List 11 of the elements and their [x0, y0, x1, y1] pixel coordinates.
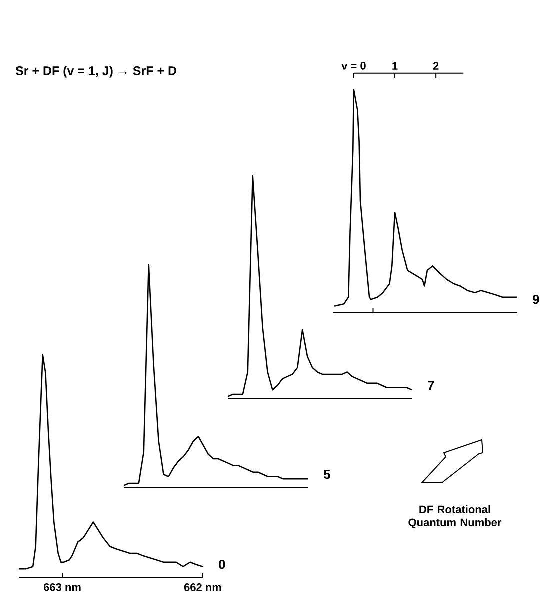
text: DF Rotational Quantum Number [408, 505, 502, 529]
x-tick-label: 662 nm [184, 584, 222, 592]
text: 0 [219, 560, 226, 570]
text: Sr + DF (v = 1, J) → SrF + D [16, 66, 177, 78]
x-tick-label: v = 0 [342, 62, 366, 70]
x-tick-label: 2 [433, 62, 439, 70]
text: 7 [428, 381, 434, 390]
x-tick-label: 1 [392, 62, 398, 70]
text: 5 [324, 470, 330, 480]
x-tick-label: 663 nm [44, 584, 81, 592]
text: 9 [532, 295, 540, 304]
